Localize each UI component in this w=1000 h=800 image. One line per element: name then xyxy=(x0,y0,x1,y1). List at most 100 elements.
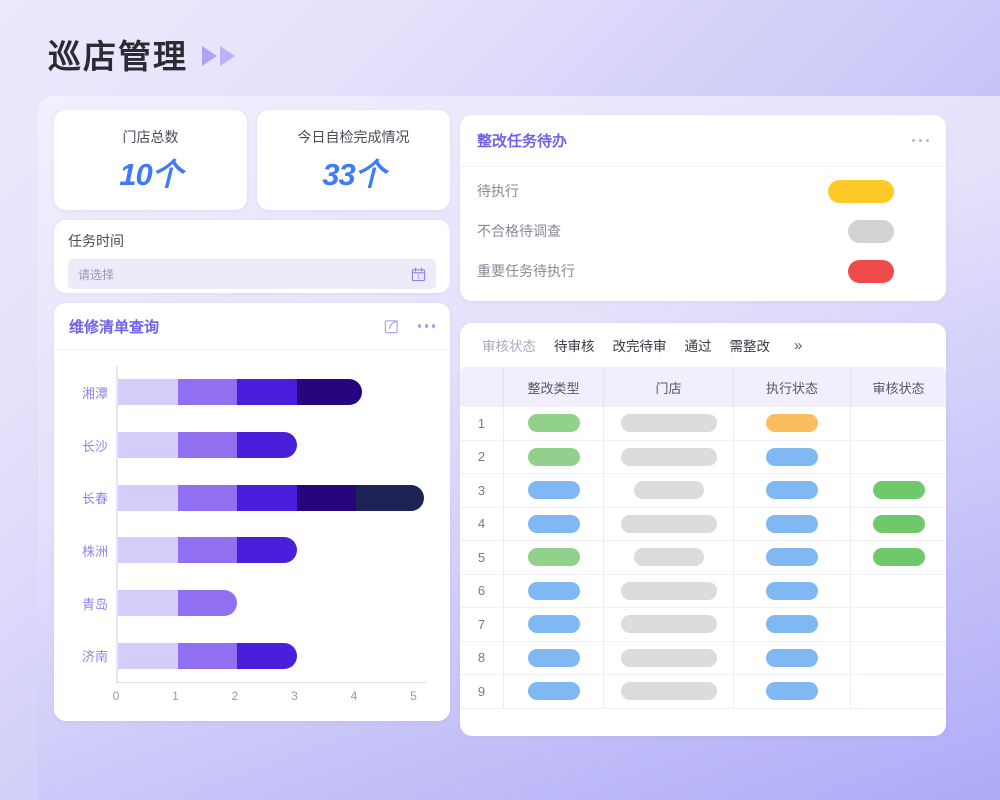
cell-pill xyxy=(872,514,925,533)
table-row[interactable]: 3 xyxy=(460,474,946,508)
chart-bar xyxy=(118,484,425,511)
row-index: 5 xyxy=(460,541,504,574)
filter-label: 审核状态 xyxy=(482,339,536,354)
table-row[interactable]: 8 xyxy=(460,641,946,675)
cell-store xyxy=(604,474,734,507)
task-time-label: 任务时间 xyxy=(68,233,124,249)
chart-plot-area: 湘潭 长沙 长春 株洲 青岛 济南 xyxy=(82,366,426,682)
stat-card-row: 门店总数 10个 今日自检完成情况 33个 xyxy=(54,110,450,210)
chart-bar-segment xyxy=(177,484,237,511)
column-header-index xyxy=(460,367,504,407)
filter-tab-3[interactable]: 需整改 xyxy=(729,339,771,354)
chart-bar-row: 株洲 xyxy=(82,537,297,564)
stat-card-1: 今日自检完成情况 33个 xyxy=(257,110,450,210)
repair-list-chart-card: 维修清单查询 湘潭 长沙 长春 株洲 青岛 济南 0 1 2 3 4 5 xyxy=(54,303,450,721)
chart-bar xyxy=(118,379,362,406)
table-row[interactable]: 7 xyxy=(460,608,946,642)
table-row[interactable]: 6 xyxy=(460,574,946,608)
chart-title: 维修清单查询 xyxy=(69,318,160,336)
cell-store xyxy=(604,675,734,708)
todo-row[interactable]: 重要任务待执行 xyxy=(460,251,946,291)
cell-pill xyxy=(620,447,717,466)
row-index: 9 xyxy=(460,675,504,708)
cell-pill xyxy=(872,548,925,567)
table-row[interactable]: 1 xyxy=(460,407,946,441)
cell-audit xyxy=(851,508,946,541)
cell-store xyxy=(604,407,734,440)
todo-row-label: 不合格待调查 xyxy=(477,223,561,239)
filter-tab-2[interactable]: 通过 xyxy=(684,339,712,354)
cell-pill xyxy=(527,581,580,600)
table-row[interactable]: 9 xyxy=(460,675,946,709)
chart-bar xyxy=(118,590,237,616)
todo-row[interactable]: 不合格待调查 xyxy=(460,211,946,251)
chart-x-tick: 3 xyxy=(291,689,298,703)
cell-type xyxy=(504,675,604,708)
more-dots-icon[interactable] xyxy=(417,324,435,328)
arrow-right-icon xyxy=(202,46,217,66)
cell-exec xyxy=(734,507,851,540)
cell-store xyxy=(604,541,734,574)
chart-category-label: 湘潭 xyxy=(81,385,108,401)
chart-x-tick: 4 xyxy=(350,689,358,703)
todo-status-pill xyxy=(848,219,894,243)
chart-category-label: 长春 xyxy=(81,491,108,507)
todo-row[interactable]: 待执行 xyxy=(460,171,946,211)
chart-x-tick: 2 xyxy=(231,689,239,703)
todo-list: 待执行不合格待调查重要任务待执行 xyxy=(460,167,946,301)
left-column: 门店总数 10个 今日自检完成情况 33个 任务时间 请选择 1 维修清单查询 xyxy=(54,110,450,721)
share-icon[interactable] xyxy=(383,318,400,335)
cell-exec xyxy=(734,474,851,507)
chart-bar-segment xyxy=(118,590,178,616)
cell-store xyxy=(604,608,734,641)
row-index: 2 xyxy=(460,440,504,473)
row-index: 1 xyxy=(460,407,504,440)
cell-pill xyxy=(527,514,580,533)
cell-pill xyxy=(620,514,717,533)
cell-audit xyxy=(851,608,946,641)
stat-label: 今日自检完成情况 xyxy=(297,128,410,145)
cell-pill xyxy=(527,548,580,567)
chart-category-label: 济南 xyxy=(81,649,108,665)
cell-type xyxy=(504,608,604,641)
chart-bar-segment xyxy=(177,432,237,458)
chart-bar-row: 湘潭 xyxy=(82,379,362,406)
chart-x-tick: 5 xyxy=(410,689,417,703)
filter-tab-0[interactable]: 待审核 xyxy=(554,339,595,354)
column-header-store: 门店 xyxy=(604,367,734,407)
cell-audit xyxy=(851,541,946,574)
cell-pill xyxy=(620,615,717,634)
cell-audit xyxy=(851,675,946,708)
chart-bar-segment xyxy=(356,484,425,511)
chart-bar xyxy=(118,432,297,458)
cell-pill xyxy=(620,581,717,600)
more-dots-icon[interactable] xyxy=(911,138,929,143)
cell-type xyxy=(504,574,604,607)
chart-x-axis: 0 1 2 3 4 5 xyxy=(112,682,426,706)
filter-overflow-icon[interactable]: » xyxy=(794,336,803,354)
table-row[interactable]: 5 xyxy=(460,541,946,575)
table-row[interactable]: 4 xyxy=(460,507,946,541)
todo-card: 整改任务待办 待执行 不合格待调查 重要任务待执行 xyxy=(460,115,946,301)
chart-bar-segment xyxy=(237,642,297,669)
task-time-input[interactable]: 请选择 1 xyxy=(68,259,436,289)
cell-pill xyxy=(766,447,818,466)
calendar-icon[interactable]: 1 xyxy=(411,267,426,282)
table-row[interactable]: 2 xyxy=(460,440,946,474)
chart-bar-segment xyxy=(118,642,178,669)
chart-bar-segment xyxy=(118,379,178,406)
cell-audit xyxy=(851,474,946,507)
page-title: 巡店管理 xyxy=(48,38,188,75)
cell-type xyxy=(504,507,604,540)
cell-type xyxy=(504,641,604,674)
filter-tab-1[interactable]: 改完待审 xyxy=(612,339,667,354)
chart-bar xyxy=(118,537,297,564)
cell-pill xyxy=(766,481,818,500)
filter-bar: 审核状态 待审核 改完待审 通过 需整改 » xyxy=(460,323,946,367)
chart-x-tick: 0 xyxy=(112,689,120,703)
row-index: 7 xyxy=(460,608,504,641)
cell-pill xyxy=(527,648,580,667)
todo-status-pill xyxy=(848,259,894,283)
cell-store xyxy=(604,507,734,540)
